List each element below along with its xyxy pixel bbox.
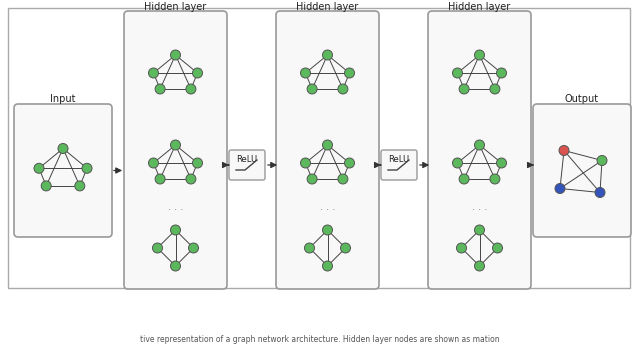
Circle shape: [452, 68, 463, 78]
Circle shape: [170, 140, 180, 150]
Circle shape: [490, 84, 500, 94]
Circle shape: [344, 68, 355, 78]
Circle shape: [301, 68, 310, 78]
Circle shape: [155, 174, 165, 184]
Circle shape: [597, 155, 607, 166]
Circle shape: [595, 187, 605, 198]
Circle shape: [456, 243, 467, 253]
FancyBboxPatch shape: [229, 150, 265, 180]
Circle shape: [34, 163, 44, 173]
Text: ReLU: ReLU: [388, 154, 410, 164]
Text: Hidden layer: Hidden layer: [449, 2, 511, 12]
Circle shape: [452, 158, 463, 168]
Circle shape: [170, 50, 180, 60]
FancyBboxPatch shape: [276, 11, 379, 289]
FancyBboxPatch shape: [14, 104, 112, 237]
Circle shape: [301, 158, 310, 168]
Circle shape: [323, 225, 333, 235]
Circle shape: [41, 181, 51, 191]
Circle shape: [305, 243, 314, 253]
FancyBboxPatch shape: [8, 8, 630, 288]
Circle shape: [148, 158, 159, 168]
Circle shape: [559, 146, 569, 155]
Text: Hidden layer: Hidden layer: [296, 2, 358, 12]
FancyBboxPatch shape: [124, 11, 227, 289]
Circle shape: [323, 140, 333, 150]
Circle shape: [474, 140, 484, 150]
Circle shape: [152, 243, 163, 253]
Circle shape: [497, 68, 506, 78]
Circle shape: [338, 84, 348, 94]
Circle shape: [493, 243, 502, 253]
Circle shape: [193, 158, 202, 168]
Circle shape: [58, 144, 68, 153]
Circle shape: [344, 158, 355, 168]
Text: · · ·: · · ·: [320, 205, 335, 215]
Circle shape: [170, 261, 180, 271]
Text: Hidden layer: Hidden layer: [145, 2, 207, 12]
FancyBboxPatch shape: [381, 150, 417, 180]
Text: Output: Output: [565, 94, 599, 104]
Circle shape: [82, 163, 92, 173]
Circle shape: [474, 225, 484, 235]
Text: · · ·: · · ·: [168, 205, 183, 215]
Circle shape: [148, 68, 159, 78]
Circle shape: [490, 174, 500, 184]
Circle shape: [323, 50, 333, 60]
Circle shape: [307, 174, 317, 184]
Text: ReLU: ReLU: [236, 154, 257, 164]
Circle shape: [186, 174, 196, 184]
FancyBboxPatch shape: [428, 11, 531, 289]
Circle shape: [155, 84, 165, 94]
Text: tive representation of a graph network architecture. Hidden layer nodes are show: tive representation of a graph network a…: [140, 336, 500, 344]
Circle shape: [75, 181, 85, 191]
Circle shape: [340, 243, 351, 253]
Circle shape: [323, 261, 333, 271]
Circle shape: [193, 68, 202, 78]
Circle shape: [474, 50, 484, 60]
Circle shape: [186, 84, 196, 94]
Text: Input: Input: [51, 94, 76, 104]
Circle shape: [474, 261, 484, 271]
Circle shape: [555, 184, 565, 193]
Circle shape: [497, 158, 506, 168]
Circle shape: [189, 243, 198, 253]
Circle shape: [307, 84, 317, 94]
Circle shape: [338, 174, 348, 184]
Circle shape: [170, 225, 180, 235]
Circle shape: [459, 174, 469, 184]
Circle shape: [459, 84, 469, 94]
FancyBboxPatch shape: [533, 104, 631, 237]
Text: · · ·: · · ·: [472, 205, 487, 215]
